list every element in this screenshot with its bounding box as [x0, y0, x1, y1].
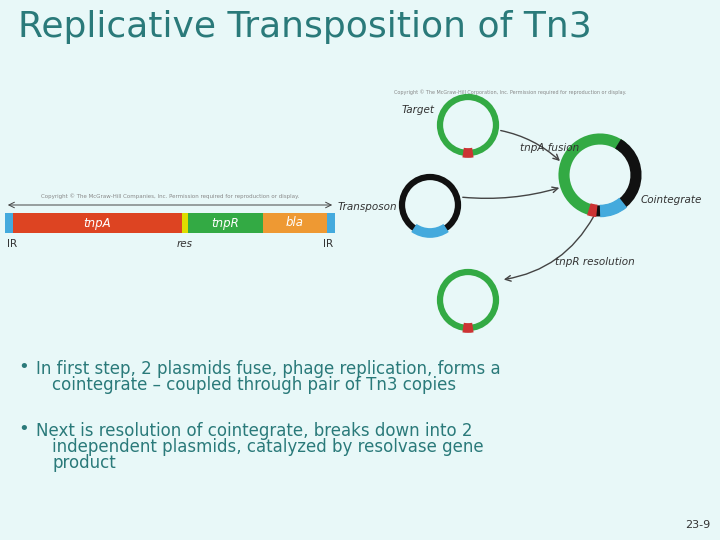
Text: cointegrate – coupled through pair of Tn3 copies: cointegrate – coupled through pair of Tn…	[52, 376, 456, 394]
Text: tnpR resolution: tnpR resolution	[555, 257, 635, 267]
Text: IR: IR	[323, 239, 333, 249]
Bar	[13, 213, 182, 233]
Text: res: res	[177, 239, 193, 249]
Text: tnpA: tnpA	[84, 217, 112, 230]
Text: Copyright © The McGraw-Hill Companies, Inc. Permission required for reproduction: Copyright © The McGraw-Hill Companies, I…	[41, 193, 300, 199]
Text: independent plasmids, catalyzed by resolvase gene: independent plasmids, catalyzed by resol…	[52, 438, 484, 456]
Text: •: •	[18, 420, 29, 438]
Text: 23-9: 23-9	[685, 520, 710, 530]
Text: tnpR: tnpR	[212, 217, 239, 230]
Text: Replicative Transposition of Tn3: Replicative Transposition of Tn3	[18, 10, 592, 44]
Bar	[182, 213, 188, 233]
Text: Target: Target	[402, 105, 435, 115]
Text: product: product	[52, 454, 116, 472]
Bar	[188, 213, 263, 233]
Text: Copyright © The McGraw-Hill Corporation, Inc. Permission required for reproducti: Copyright © The McGraw-Hill Corporation,…	[394, 89, 626, 95]
Text: tnpA fusion: tnpA fusion	[520, 143, 580, 153]
Text: In first step, 2 plasmids fuse, phage replication, forms a: In first step, 2 plasmids fuse, phage re…	[36, 360, 500, 378]
Bar	[327, 213, 335, 233]
Text: Next is resolution of cointegrate, breaks down into 2: Next is resolution of cointegrate, break…	[36, 422, 472, 440]
Text: Transposon: Transposon	[338, 202, 397, 212]
Text: IR: IR	[7, 239, 17, 249]
Text: Cointegrate: Cointegrate	[641, 195, 703, 205]
Bar	[5, 213, 13, 233]
Bar	[263, 213, 327, 233]
Text: •: •	[18, 358, 29, 376]
Text: bla: bla	[286, 217, 304, 230]
